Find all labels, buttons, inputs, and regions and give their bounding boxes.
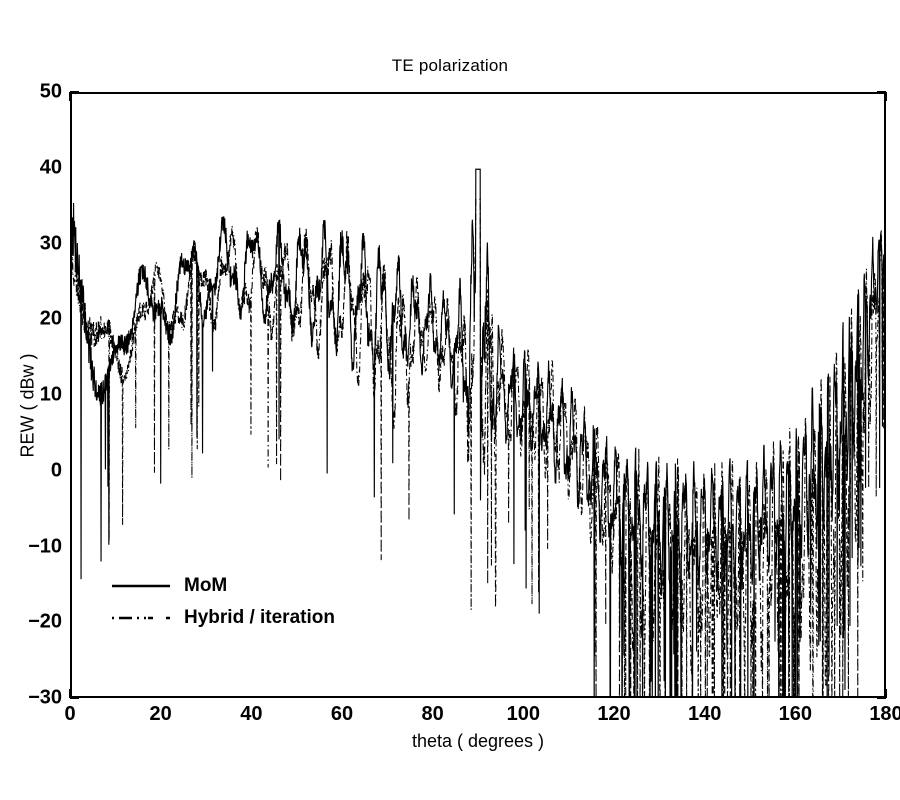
y-axis-tick-label: 20 [39,307,62,330]
plot-curves [72,94,884,696]
x-axis-tick-label: 20 [149,703,172,725]
x-axis-tick-label: 120 [597,703,631,725]
y-axis-tick-label: 30 [39,232,62,254]
legend-label-hybrid: Hybrid / iteration [184,607,335,628]
x-axis-tick-label: 0 [64,703,76,725]
y-axis-tick-label: −10 [28,535,62,557]
y-axis-tick-label: 50 [39,80,62,103]
legend-item-mom: MoM [110,570,335,602]
x-axis-tick-label: 100 [506,703,541,725]
chart-title: TE polarization [391,56,509,75]
y-axis-tick-label: 40 [39,156,62,179]
x-axis-tick-label: 160 [778,703,813,725]
x-axis-tick [884,689,888,698]
y-axis-tick-label: 0 [50,459,62,482]
y-axis-tick [70,696,79,700]
y-axis-tick-label: −30 [28,686,62,709]
legend-item-hybrid: Hybrid / iteration [110,602,335,634]
x-axis-tick-label: 60 [330,703,354,725]
plot-area [70,92,886,698]
legend-sample-solid-icon [110,579,172,593]
x-axis-tick-label: 40 [240,703,263,725]
x-axis-tick-label: 180 [869,703,900,725]
legend-label-mom: MoM [184,575,228,596]
x-axis-title: theta ( degrees ) [411,731,545,751]
chart-legend: MoM Hybrid / iteration [110,570,335,634]
x-axis-tick-top [884,92,888,101]
legend-sample-dashdot-icon [110,611,172,625]
y-axis-tick-label: 10 [39,383,62,406]
series-curve-hybrid [72,199,884,696]
y-axis-tick [877,696,886,700]
y-axis-tick-label: −20 [28,610,62,633]
x-axis-tick-label: 140 [687,703,722,725]
x-axis-tick-label: 80 [421,703,444,725]
